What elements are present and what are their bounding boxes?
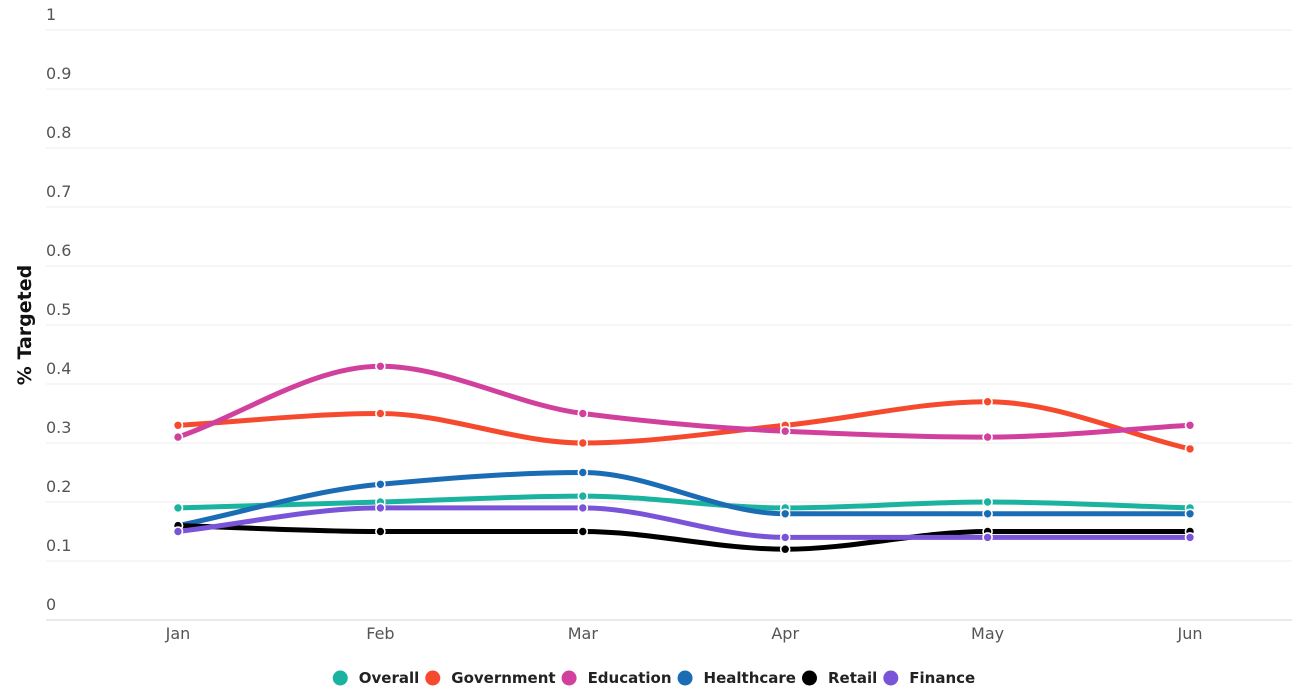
series-points (172, 360, 1196, 555)
data-point-government (172, 419, 184, 431)
data-point-finance (1184, 532, 1196, 543)
series-lines (175, 363, 1193, 552)
legend-item-finance: Finance (883, 669, 975, 687)
x-tick-label: Mar (568, 624, 599, 643)
legend-label-retail: Retail (828, 669, 877, 687)
legend-label-finance: Finance (909, 669, 975, 687)
x-axis-ticks: Jan Feb Mar Apr May Jun (165, 624, 1203, 643)
data-point-government (1184, 443, 1196, 455)
series-line-finance (175, 505, 1193, 540)
legend-item-healthcare: Healthcare (677, 669, 796, 687)
y-tick-label: 0.1 (46, 536, 71, 555)
y-tick-label: 0.9 (46, 64, 71, 83)
legend-item-education: Education (561, 669, 672, 687)
data-point-finance (375, 502, 386, 514)
x-tick-label: Apr (771, 624, 799, 643)
data-point-government (375, 408, 386, 419)
data-point-healthcare (982, 508, 993, 520)
legend-label-government: Government (451, 669, 555, 687)
data-point-finance (982, 532, 993, 543)
data-point-education (779, 425, 791, 437)
y-tick-label: 1 (46, 5, 56, 24)
legend-marker-overall (332, 670, 348, 686)
data-point-retail (779, 543, 791, 555)
y-tick-label: 0.6 (46, 241, 71, 260)
data-point-education (172, 431, 184, 443)
y-tick-label: 0.2 (46, 477, 71, 496)
legend-label-education: Education (588, 669, 672, 687)
legend-label-healthcare: Healthcare (704, 669, 796, 687)
data-point-government (577, 437, 589, 449)
legend-marker-finance (883, 670, 899, 686)
data-point-finance (172, 526, 184, 537)
data-point-healthcare (779, 508, 791, 520)
data-point-education (375, 360, 386, 372)
series-line-healthcare (175, 470, 1193, 529)
legend-marker-healthcare (677, 670, 693, 686)
y-tick-label: 0.5 (46, 300, 71, 319)
series-line-overall (175, 493, 1193, 511)
legend-marker-government (425, 670, 441, 686)
data-point-overall (172, 502, 184, 514)
y-tick-label: 0.8 (46, 123, 71, 142)
y-axis-title: % Targeted (14, 265, 36, 385)
data-point-finance (779, 532, 791, 543)
legend-marker-education (561, 670, 577, 686)
y-tick-label: 0.3 (46, 418, 71, 437)
data-point-healthcare (577, 467, 589, 478)
x-tick-label: Jun (1177, 624, 1203, 643)
data-point-retail (577, 526, 589, 537)
y-tick-label: 0.7 (46, 182, 71, 201)
y-axis-ticks: 0 0.1 0.2 0.3 0.4 0.5 0.6 0.7 0.8 0.9 1 (46, 5, 71, 614)
legend-label-overall: Overall (359, 669, 420, 687)
series-line-government (175, 399, 1193, 452)
legend-marker-retail (801, 670, 817, 686)
data-point-overall (982, 496, 993, 508)
legend-item-overall: Overall (332, 669, 420, 687)
x-tick-label: May (971, 624, 1004, 643)
legend: Overall Government Education Healthcare Reta… (332, 669, 975, 687)
data-point-healthcare (1184, 508, 1196, 520)
legend-item-retail: Retail (801, 669, 877, 687)
data-point-education (1184, 419, 1196, 431)
legend-item-government: Government (425, 669, 556, 687)
y-tick-label: 0 (46, 595, 56, 614)
data-point-healthcare (375, 478, 386, 490)
gridlines (46, 29, 1292, 621)
series-line-retail (175, 523, 1193, 552)
data-point-education (577, 408, 589, 419)
data-point-finance (577, 502, 589, 514)
series-line-education (175, 363, 1193, 440)
x-tick-label: Jan (165, 624, 191, 643)
y-tick-label: 0.4 (46, 359, 71, 378)
x-tick-label: Feb (366, 624, 394, 643)
data-point-overall (577, 490, 589, 502)
data-point-education (982, 431, 993, 443)
data-point-retail (375, 526, 386, 537)
data-point-government (982, 396, 993, 408)
